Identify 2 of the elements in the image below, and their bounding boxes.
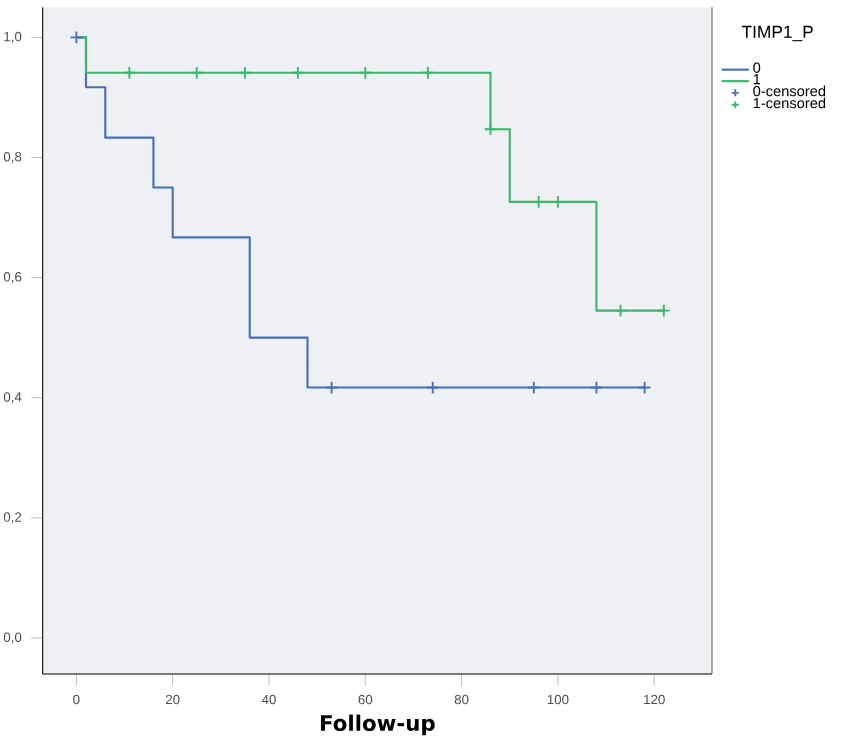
x-axis-title: Follow-up (320, 714, 435, 736)
legend-title: TIMP1_P (741, 25, 813, 42)
